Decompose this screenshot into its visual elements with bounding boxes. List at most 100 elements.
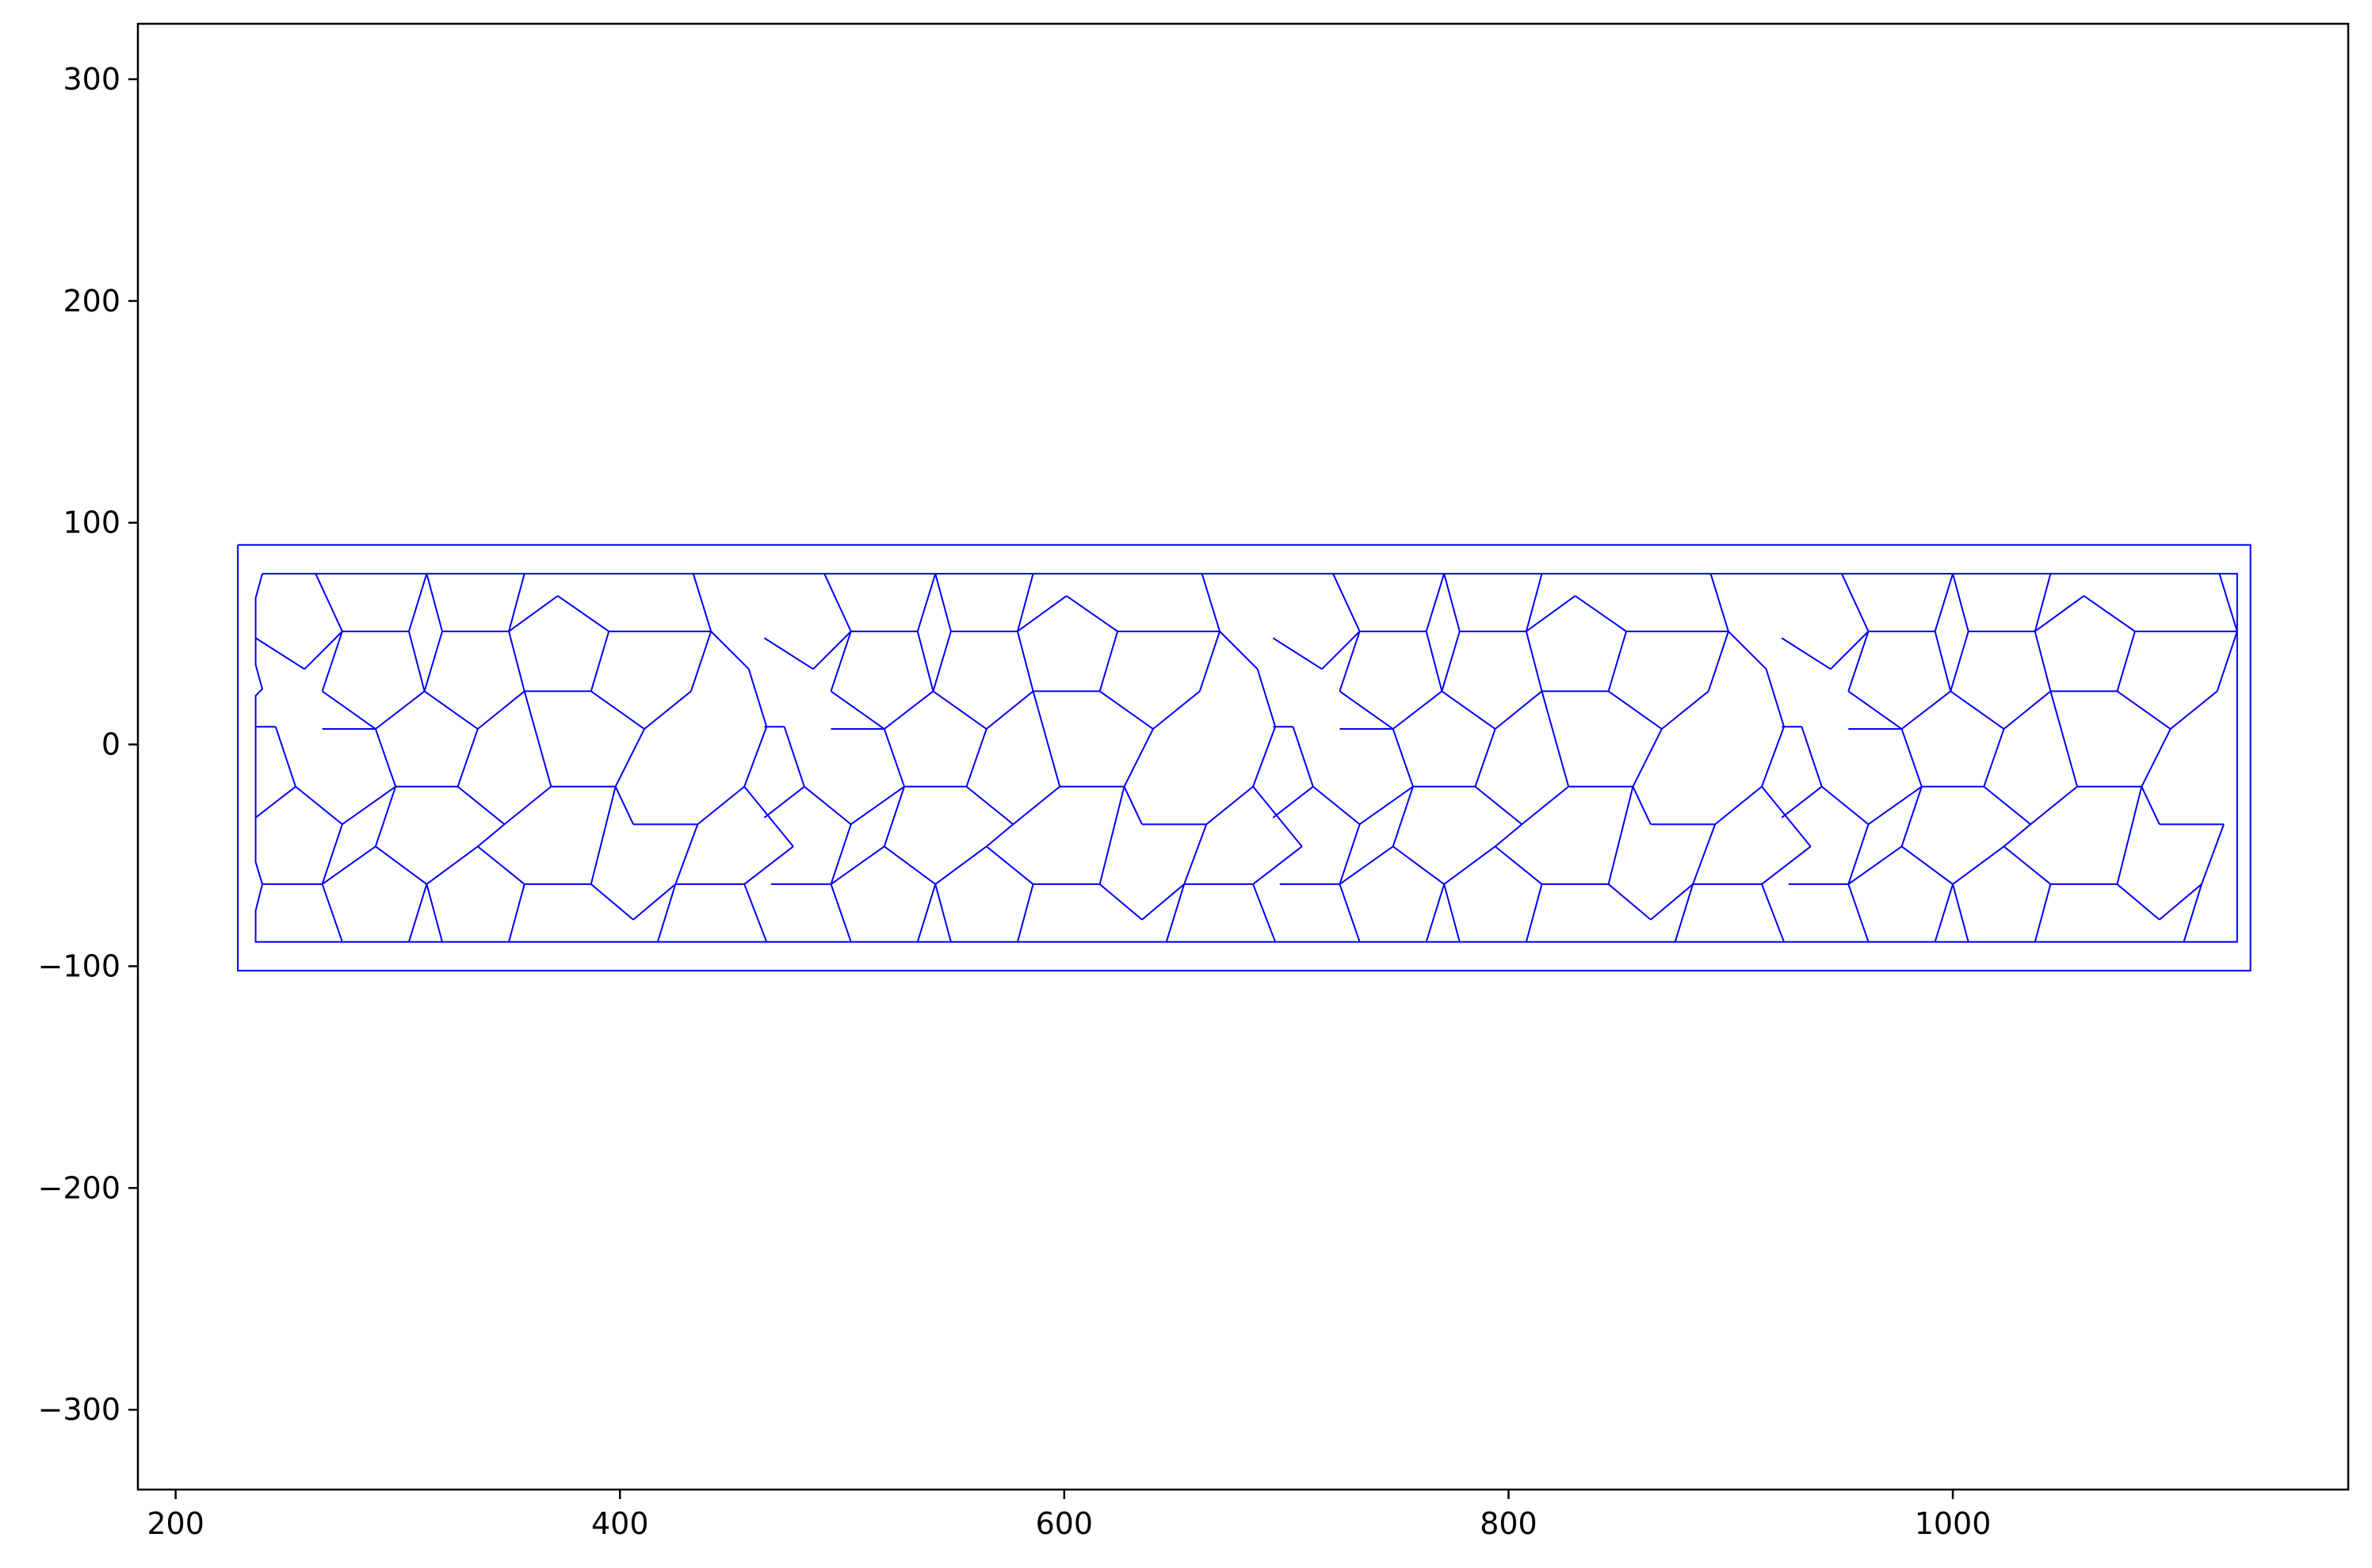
tile-edge (692, 573, 712, 632)
tile-edge (1219, 631, 1259, 670)
tile-edge (1099, 883, 1143, 921)
tile-edge (590, 631, 610, 692)
tile-edge (1152, 690, 1201, 730)
tile-edge (1272, 637, 1323, 670)
tile-edge (743, 845, 794, 885)
tile-edge (1900, 786, 1923, 847)
tile-edge (1474, 786, 1522, 826)
outline-1 (254, 573, 2238, 943)
y-tick-label: 200 (63, 284, 120, 319)
tile-edge (456, 728, 479, 788)
axes-frame (136, 22, 2350, 1491)
tile-edge (1392, 786, 1414, 847)
tile-edge (342, 785, 396, 826)
tile-edge (1867, 785, 1923, 826)
y-tick-label: −200 (38, 1170, 120, 1205)
tile-edge (1525, 883, 1543, 942)
tile-edge (1474, 728, 1496, 788)
tile-edge (916, 573, 937, 632)
tile-edge (1425, 883, 1446, 942)
tile-edge (2003, 845, 2052, 885)
tile-edge (1934, 631, 1952, 692)
tile-edge (656, 883, 677, 942)
tile-edge (322, 845, 376, 885)
tile-edge (1841, 573, 1870, 632)
tile-edge (1607, 883, 1652, 921)
x-tick-label: 600 (1036, 1506, 1094, 1541)
tile-edge (743, 786, 794, 847)
tile-edge (1900, 690, 1951, 730)
y-tick-label: 300 (63, 62, 120, 97)
tile-edge (743, 726, 768, 788)
tile-edge (423, 631, 443, 692)
tile-edge (1574, 595, 1627, 632)
tile-edge (804, 786, 852, 826)
tile-edge (2049, 691, 2078, 788)
tile-edge (986, 845, 1034, 885)
tile-edge (375, 845, 427, 885)
tile-edge (710, 631, 750, 670)
tile-edge (255, 637, 305, 670)
tile-edge (1252, 883, 1277, 943)
tile-edge (2141, 728, 2171, 788)
tile-edge (1443, 883, 1461, 942)
tile-edge (1650, 883, 1694, 921)
tile-edge (1425, 573, 1446, 632)
tile-edge (1983, 786, 2031, 826)
tile-edge (1847, 845, 1903, 885)
tile-edge (1607, 631, 1627, 692)
tile-edge (426, 883, 443, 942)
tile-edge (1830, 631, 1870, 670)
y-tick-label: −100 (38, 948, 120, 983)
tile-edge (1123, 728, 1154, 788)
tile-edge (690, 631, 712, 692)
tile-edge (1443, 573, 1461, 632)
tile-edge (2216, 631, 2238, 692)
tile-edge (2183, 883, 2202, 942)
y-tick-label: −300 (38, 1392, 120, 1427)
y-axis: 300 200 100 0 −100 −200 −300 (38, 62, 138, 1427)
tile-edge (2116, 690, 2171, 730)
tile-edge (1714, 786, 1763, 826)
tile-edge (590, 690, 645, 730)
tile-edge (254, 785, 296, 818)
tile-edge (1123, 786, 1143, 825)
tile-edge (934, 883, 952, 942)
tile-edge (2030, 786, 2078, 826)
tile-edge (1541, 691, 1570, 788)
tile-edge (1017, 595, 1068, 632)
tile-edge (321, 883, 343, 943)
tile-edge (1339, 631, 1361, 692)
tile-edge (1425, 631, 1443, 692)
tile-edge (916, 883, 937, 942)
tile-edge (614, 728, 645, 788)
tile-edge (1252, 786, 1303, 847)
tile-edge (614, 786, 634, 825)
tile-edge (1098, 786, 1125, 885)
tile-edge (1761, 845, 1812, 885)
tile-edge (374, 728, 397, 788)
outline-0 (237, 544, 2252, 972)
tile-edge (1521, 786, 1569, 826)
tile-edge (477, 690, 525, 730)
tile-edge (1099, 690, 1154, 730)
tile-edge (1608, 690, 1663, 730)
tile-edge (1761, 883, 1785, 943)
tile-edge (2003, 690, 2052, 730)
tile-edge (1252, 726, 1277, 788)
tile-edge (1495, 823, 1522, 848)
tile-edge (1339, 824, 1361, 885)
tiling-block-3 (1781, 573, 2238, 943)
tile-edge (1847, 631, 1870, 692)
tile-edge (1198, 631, 1221, 692)
tile-edge (304, 631, 343, 670)
tile-edge (1201, 573, 1221, 632)
tile-edge (1900, 728, 1923, 788)
tile-edge (1272, 785, 1314, 818)
tile-edge (1066, 595, 1118, 632)
tile-edge (1495, 845, 1543, 885)
y-tick-label: 100 (63, 505, 120, 540)
tile-edge (697, 786, 745, 826)
tile-edge (763, 785, 805, 818)
